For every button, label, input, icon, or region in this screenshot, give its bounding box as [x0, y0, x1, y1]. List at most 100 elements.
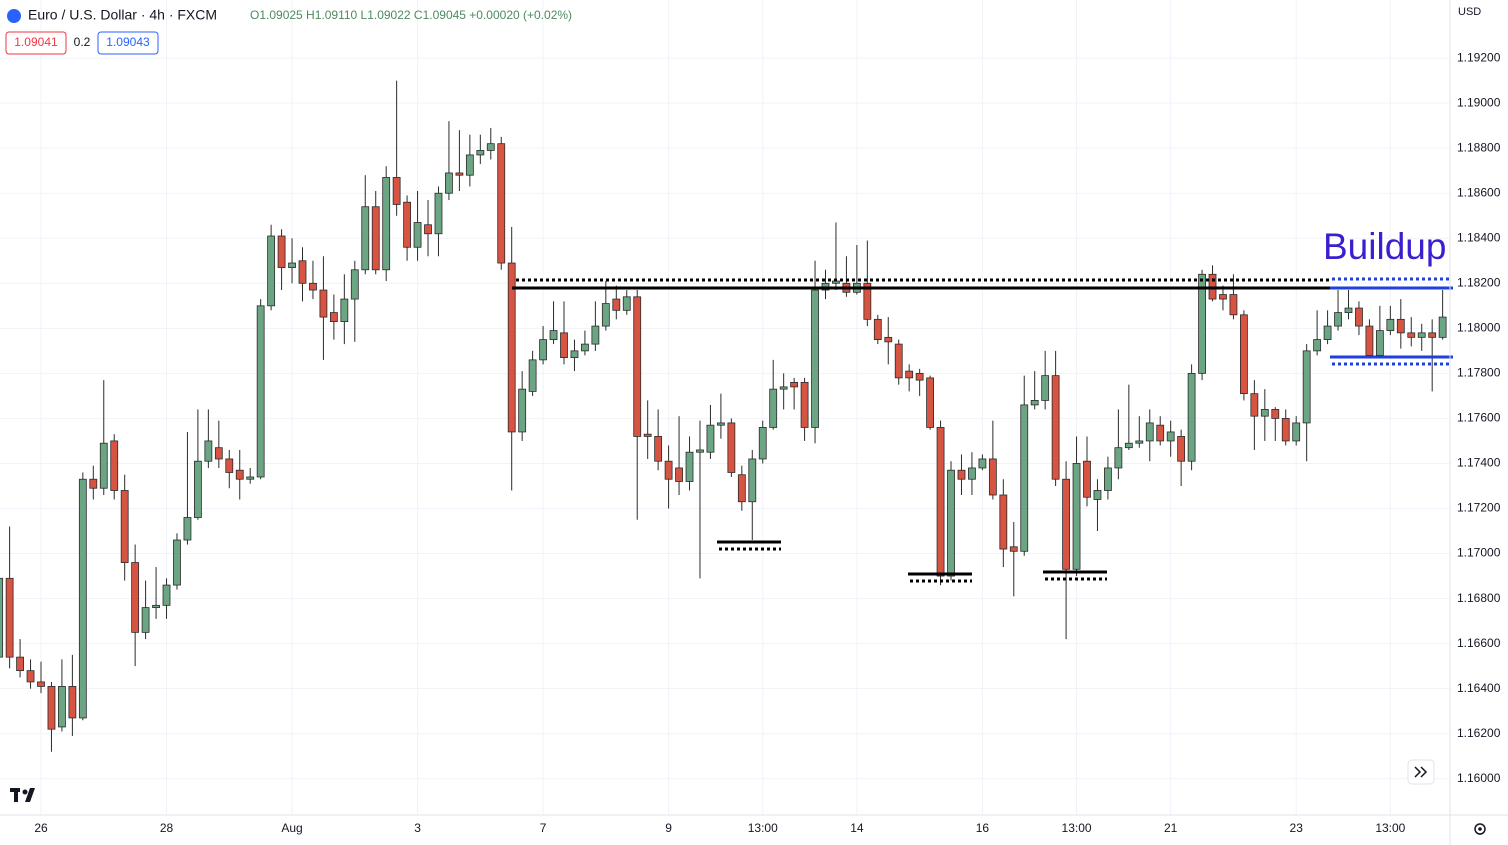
candle-body	[476, 150, 485, 156]
candle-body	[382, 177, 391, 271]
candle-body	[434, 192, 443, 235]
candle-body	[968, 467, 976, 480]
candle-body	[1292, 422, 1301, 442]
candle-body	[131, 562, 140, 633]
y-tick-label: 1.17000	[1457, 546, 1501, 560]
candle-body	[884, 336, 893, 343]
y-tick-label: 1.17200	[1457, 501, 1501, 515]
candle-body	[1041, 375, 1050, 401]
candle-body	[1009, 546, 1018, 552]
y-tick-label: 1.16400	[1457, 681, 1501, 695]
symbol-title[interactable]: Euro / U.S. Dollar · 4h · FXCM	[28, 7, 217, 23]
candle-body	[1020, 404, 1029, 552]
candle-body	[1124, 442, 1133, 449]
currency-selector[interactable]: USD	[1458, 6, 1481, 18]
candle-body	[141, 607, 150, 633]
candle-body	[560, 332, 568, 359]
x-tick-label: Aug	[281, 821, 302, 835]
candle-body	[1417, 332, 1426, 338]
candle-body	[1407, 332, 1416, 338]
x-tick-label: 13:00	[1062, 821, 1092, 835]
logo-part	[14, 788, 18, 802]
candle-body	[37, 681, 45, 687]
candle-body	[329, 312, 338, 322]
candle-body	[246, 476, 255, 480]
grid-layer	[0, 0, 1450, 815]
candle-body	[957, 469, 966, 480]
y-tick-label: 1.18200	[1457, 275, 1501, 289]
tv-logo[interactable]	[10, 788, 35, 802]
candle-body	[445, 172, 453, 194]
candle-body	[800, 381, 809, 428]
y-tick-label: 1.18600	[1457, 185, 1501, 199]
logo-part	[25, 788, 35, 802]
candle-body	[424, 224, 432, 235]
candle-body	[110, 440, 119, 491]
candle-body	[748, 458, 757, 503]
candle-body	[539, 339, 547, 361]
candle-body	[549, 330, 558, 341]
candle-body	[717, 422, 725, 426]
symbol-icon[interactable]	[7, 9, 21, 23]
candle-body	[1355, 307, 1363, 327]
y-tick-label: 1.16800	[1457, 591, 1501, 605]
candle-body	[204, 440, 213, 462]
candle-layer	[0, 80, 1447, 752]
buy-button[interactable]	[97, 31, 159, 55]
candle-body	[1428, 332, 1437, 338]
candle-body	[999, 494, 1008, 550]
candle-body	[1386, 318, 1395, 331]
settings-button[interactable]	[1474, 823, 1486, 835]
candle-body	[633, 296, 642, 437]
ask-price[interactable]: 1.09043	[106, 35, 150, 49]
candle-body	[706, 424, 715, 453]
candle-body	[225, 458, 234, 473]
candle-body	[99, 442, 108, 489]
candle-body	[1375, 330, 1384, 356]
x-tick-label: 13:00	[748, 821, 778, 835]
candle-body	[465, 154, 474, 176]
x-tick-label: 26	[34, 821, 48, 835]
y-tick-label: 1.16200	[1457, 726, 1501, 740]
x-tick-label: 23	[1290, 821, 1304, 835]
candle-body	[727, 422, 736, 473]
candle-body	[1323, 325, 1332, 341]
sell-button[interactable]	[5, 31, 67, 55]
candle-body	[581, 343, 589, 352]
candle-body	[685, 451, 694, 482]
candle-body	[988, 458, 997, 496]
y-tick-label: 1.17800	[1457, 366, 1501, 380]
y-tick-label: 1.17400	[1457, 456, 1501, 470]
candle-body	[455, 172, 464, 176]
candle-body	[978, 458, 987, 469]
candle-body	[152, 604, 160, 608]
candle-body	[403, 201, 412, 248]
candle-body	[1250, 393, 1259, 417]
annotation: Buildup	[1323, 226, 1446, 267]
y-tick-label: 1.17600	[1457, 411, 1501, 425]
logo-part	[22, 789, 28, 795]
bid-price[interactable]: 1.09041	[14, 35, 58, 49]
candle-body	[926, 377, 934, 428]
candle-body	[1062, 478, 1070, 570]
candle-body	[47, 686, 56, 730]
candle-body	[1093, 490, 1102, 500]
candle-body	[120, 490, 129, 563]
candle-body	[675, 467, 683, 482]
candle-body	[413, 222, 422, 248]
candle-body	[1219, 294, 1227, 300]
candle-body	[1030, 400, 1039, 406]
x-tick-label: 14	[850, 821, 864, 835]
settings-icon	[1478, 827, 1482, 831]
candle-body	[863, 282, 872, 320]
candle-body	[288, 262, 296, 268]
candle-body	[905, 370, 914, 379]
candle-body	[612, 298, 621, 311]
candle-body	[873, 318, 882, 341]
candle-body	[1271, 409, 1280, 419]
candle-body	[947, 469, 955, 577]
candle-body	[392, 177, 401, 205]
candle-body	[298, 260, 307, 284]
candle-body	[811, 289, 819, 428]
candle-body	[89, 478, 98, 489]
